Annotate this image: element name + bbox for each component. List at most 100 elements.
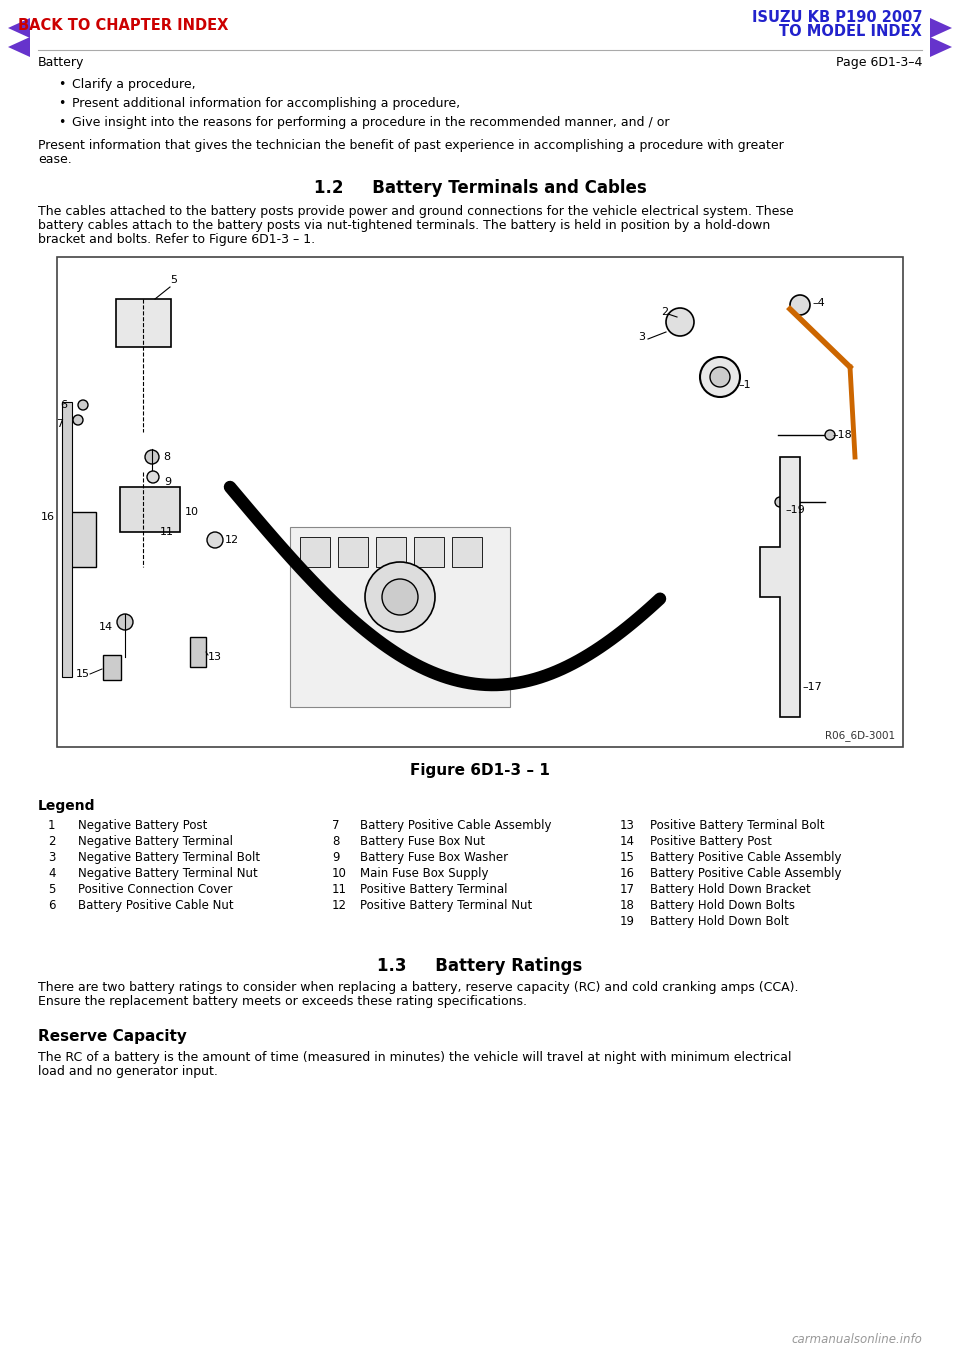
Text: 6: 6 <box>48 899 56 913</box>
Text: 5: 5 <box>170 276 177 285</box>
Text: Negative Battery Terminal Nut: Negative Battery Terminal Nut <box>78 866 257 880</box>
Bar <box>103 655 121 680</box>
Bar <box>290 527 510 708</box>
Text: 15: 15 <box>620 851 635 864</box>
Text: 7: 7 <box>56 420 63 429</box>
Text: –18: –18 <box>832 430 852 440</box>
Circle shape <box>117 614 133 630</box>
Circle shape <box>78 401 88 410</box>
Text: 15: 15 <box>76 669 90 679</box>
Text: The cables attached to the battery posts provide power and ground connections fo: The cables attached to the battery posts… <box>38 205 794 219</box>
Text: Negative Battery Post: Negative Battery Post <box>78 819 207 832</box>
Text: 3: 3 <box>48 851 56 864</box>
Text: BACK TO CHAPTER INDEX: BACK TO CHAPTER INDEX <box>18 18 228 33</box>
Polygon shape <box>930 37 952 57</box>
Text: Positive Battery Terminal Nut: Positive Battery Terminal Nut <box>360 899 532 913</box>
Text: Give insight into the reasons for performing a procedure in the recommended mann: Give insight into the reasons for perfor… <box>72 115 669 129</box>
Text: 17: 17 <box>620 883 635 896</box>
Text: 12: 12 <box>225 535 239 545</box>
Text: ease.: ease. <box>38 153 72 166</box>
Bar <box>338 536 368 568</box>
Text: 1: 1 <box>48 819 56 832</box>
Text: ISUZU KB P190 2007: ISUZU KB P190 2007 <box>752 10 922 24</box>
Text: –4: –4 <box>812 297 825 308</box>
Polygon shape <box>760 458 800 717</box>
Text: 16: 16 <box>41 512 55 521</box>
Text: There are two battery ratings to consider when replacing a battery, reserve capa: There are two battery ratings to conside… <box>38 980 799 994</box>
Bar <box>376 536 406 568</box>
Text: 7: 7 <box>332 819 340 832</box>
Text: Battery Fuse Box Washer: Battery Fuse Box Washer <box>360 851 508 864</box>
Text: Battery Positive Cable Nut: Battery Positive Cable Nut <box>78 899 233 913</box>
Text: Battery Fuse Box Nut: Battery Fuse Box Nut <box>360 835 485 847</box>
Text: The RC of a battery is the amount of time (measured in minutes) the vehicle will: The RC of a battery is the amount of tim… <box>38 1051 791 1065</box>
Polygon shape <box>930 18 952 38</box>
Text: 9: 9 <box>164 477 171 488</box>
Text: Positive Connection Cover: Positive Connection Cover <box>78 883 232 896</box>
Circle shape <box>73 416 83 425</box>
Circle shape <box>775 497 785 507</box>
Text: 1.3     Battery Ratings: 1.3 Battery Ratings <box>377 957 583 975</box>
Text: •: • <box>58 115 65 129</box>
Text: 5: 5 <box>48 883 56 896</box>
Text: 10: 10 <box>332 866 347 880</box>
Text: 19: 19 <box>620 915 635 928</box>
Bar <box>116 299 171 348</box>
Circle shape <box>365 562 435 631</box>
Circle shape <box>382 579 418 615</box>
Text: –19: –19 <box>785 505 804 515</box>
Text: R06_6D-3001: R06_6D-3001 <box>825 731 895 741</box>
Text: Battery: Battery <box>38 56 84 69</box>
Text: 9: 9 <box>332 851 340 864</box>
Text: Battery Hold Down Bolts: Battery Hold Down Bolts <box>650 899 795 913</box>
Text: 13: 13 <box>620 819 635 832</box>
Text: 2: 2 <box>660 307 668 316</box>
Text: Present information that gives the technician the benefit of past experience in : Present information that gives the techn… <box>38 139 783 152</box>
Text: carmanualsonline.info: carmanualsonline.info <box>791 1334 922 1346</box>
Text: load and no generator input.: load and no generator input. <box>38 1065 218 1078</box>
Text: 6: 6 <box>60 401 67 410</box>
Bar <box>120 488 180 532</box>
Text: –1: –1 <box>738 380 751 390</box>
Bar <box>300 536 330 568</box>
Text: Reserve Capacity: Reserve Capacity <box>38 1029 187 1044</box>
Text: Negative Battery Terminal Bolt: Negative Battery Terminal Bolt <box>78 851 260 864</box>
Text: 11: 11 <box>332 883 347 896</box>
Text: 10: 10 <box>185 507 199 517</box>
Text: 3: 3 <box>638 331 645 342</box>
Text: Battery Positive Cable Assembly: Battery Positive Cable Assembly <box>650 851 842 864</box>
Text: bracket and bolts. Refer to Figure 6D1-3 – 1.: bracket and bolts. Refer to Figure 6D1-3… <box>38 234 315 246</box>
Text: Clarify a procedure,: Clarify a procedure, <box>72 77 196 91</box>
Text: 14: 14 <box>99 622 113 631</box>
Text: Ensure the replacement battery meets or exceeds these rating specifications.: Ensure the replacement battery meets or … <box>38 995 527 1008</box>
Text: 16: 16 <box>620 866 635 880</box>
Text: Battery Hold Down Bracket: Battery Hold Down Bracket <box>650 883 811 896</box>
Text: Present additional information for accomplishing a procedure,: Present additional information for accom… <box>72 96 460 110</box>
Text: Positive Battery Terminal: Positive Battery Terminal <box>360 883 508 896</box>
Polygon shape <box>8 37 30 57</box>
Circle shape <box>700 357 740 397</box>
Circle shape <box>710 367 730 387</box>
Circle shape <box>145 449 159 464</box>
Text: 11: 11 <box>160 527 174 536</box>
Text: Legend: Legend <box>38 799 95 813</box>
Text: 4: 4 <box>48 866 56 880</box>
Text: Main Fuse Box Supply: Main Fuse Box Supply <box>360 866 489 880</box>
Circle shape <box>207 532 223 549</box>
Text: Figure 6D1-3 – 1: Figure 6D1-3 – 1 <box>410 763 550 778</box>
Text: •: • <box>58 77 65 91</box>
Text: Battery Hold Down Bolt: Battery Hold Down Bolt <box>650 915 789 928</box>
Text: Battery Positive Cable Assembly: Battery Positive Cable Assembly <box>360 819 551 832</box>
Circle shape <box>147 471 159 483</box>
Bar <box>66 512 96 568</box>
Text: •: • <box>58 96 65 110</box>
Circle shape <box>825 430 835 440</box>
Circle shape <box>790 295 810 315</box>
Bar <box>414 536 444 568</box>
Text: Negative Battery Terminal: Negative Battery Terminal <box>78 835 233 847</box>
Text: Battery Positive Cable Assembly: Battery Positive Cable Assembly <box>650 866 842 880</box>
Polygon shape <box>8 18 30 38</box>
Text: Positive Battery Post: Positive Battery Post <box>650 835 772 847</box>
Text: 13: 13 <box>208 652 222 661</box>
Bar <box>190 637 206 667</box>
